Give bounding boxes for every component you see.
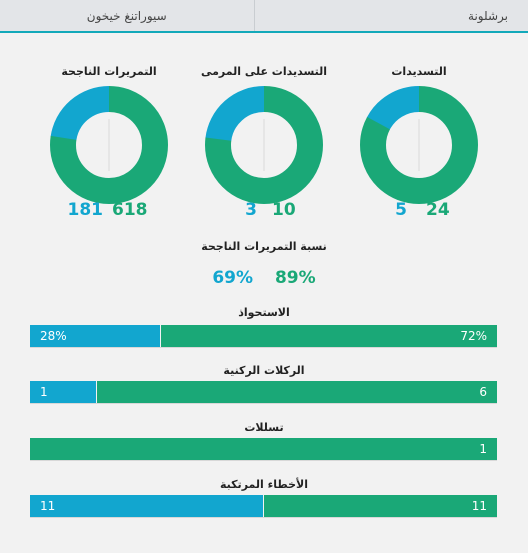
- stat-bar-possession: 28% 72%: [30, 325, 497, 348]
- donut-home-value: 10: [272, 200, 296, 220]
- donut-home-value: 24: [426, 200, 450, 220]
- donut-away-value: 5: [395, 200, 407, 220]
- donut-shots-on-target: التسديدات على المرمى 3 10: [185, 62, 343, 220]
- stat-away-value: 28%: [40, 329, 67, 343]
- team-tabs: سيوراتنغ خيخون برشلونة: [0, 0, 528, 33]
- stat-home-value: 11: [471, 499, 487, 513]
- donut-title: التسديدات: [391, 65, 447, 78]
- pass-accuracy-values: 69% 89%: [0, 268, 528, 288]
- stat-away-value: 11: [40, 499, 56, 513]
- stat-bar-away-segment: 11: [30, 495, 264, 517]
- stat-title-possession: الاستحواذ: [238, 306, 290, 319]
- stat-home-value: 72%: [460, 329, 487, 343]
- donut-ring: [360, 86, 478, 204]
- donut-shots: التسديدات 5 24: [340, 62, 498, 220]
- stat-title-offsides: تسللات: [244, 421, 284, 434]
- stat-bar-away-segment: 1: [30, 381, 97, 403]
- donut-ring: [205, 86, 323, 204]
- stat-bar-fouls: 11 11: [30, 495, 497, 518]
- stat-home-value: 1: [479, 442, 487, 456]
- donut-home-arc: [360, 86, 478, 204]
- stat-bar-home-segment: 11: [263, 495, 497, 517]
- stat-bar-away-segment: 28%: [30, 325, 161, 347]
- stat-bar-home-segment: 6: [96, 381, 497, 403]
- stat-bar-home-segment: 1: [30, 438, 497, 460]
- donut-away-value: 181: [67, 200, 104, 220]
- stat-title-fouls: الأخطاء المرتكبة: [220, 478, 308, 491]
- stat-bar-home-segment: 72%: [160, 325, 497, 347]
- donut-home-value: 618: [112, 200, 148, 220]
- donut-home-arc: [50, 86, 168, 204]
- donut-ring: [50, 86, 168, 204]
- donut-title: التسديدات على المرمى: [200, 65, 328, 78]
- stat-title-corners: الركلات الركنية: [223, 364, 305, 377]
- donut-home-arc: [205, 86, 323, 204]
- stat-away-value: 1: [40, 385, 48, 399]
- stat-bar-offsides: 1: [30, 438, 497, 461]
- donut-title: التمريرات الناجحة: [61, 65, 157, 78]
- tab-away-team[interactable]: سيوراتنغ خيخون: [0, 0, 255, 31]
- pass-accuracy-title: نسبة التمريرات الناجحة: [201, 240, 327, 253]
- donut-successful-passes: التمريرات الناجحة 181 618: [30, 62, 188, 220]
- donut-away-value: 3: [245, 200, 257, 220]
- pass-accuracy-away: 69%: [212, 268, 254, 288]
- pass-accuracy-home: 89%: [274, 268, 316, 288]
- stat-bar-corners: 1 6: [30, 381, 497, 404]
- stat-home-value: 6: [479, 385, 487, 399]
- tab-home-team[interactable]: برشلونة: [468, 8, 508, 23]
